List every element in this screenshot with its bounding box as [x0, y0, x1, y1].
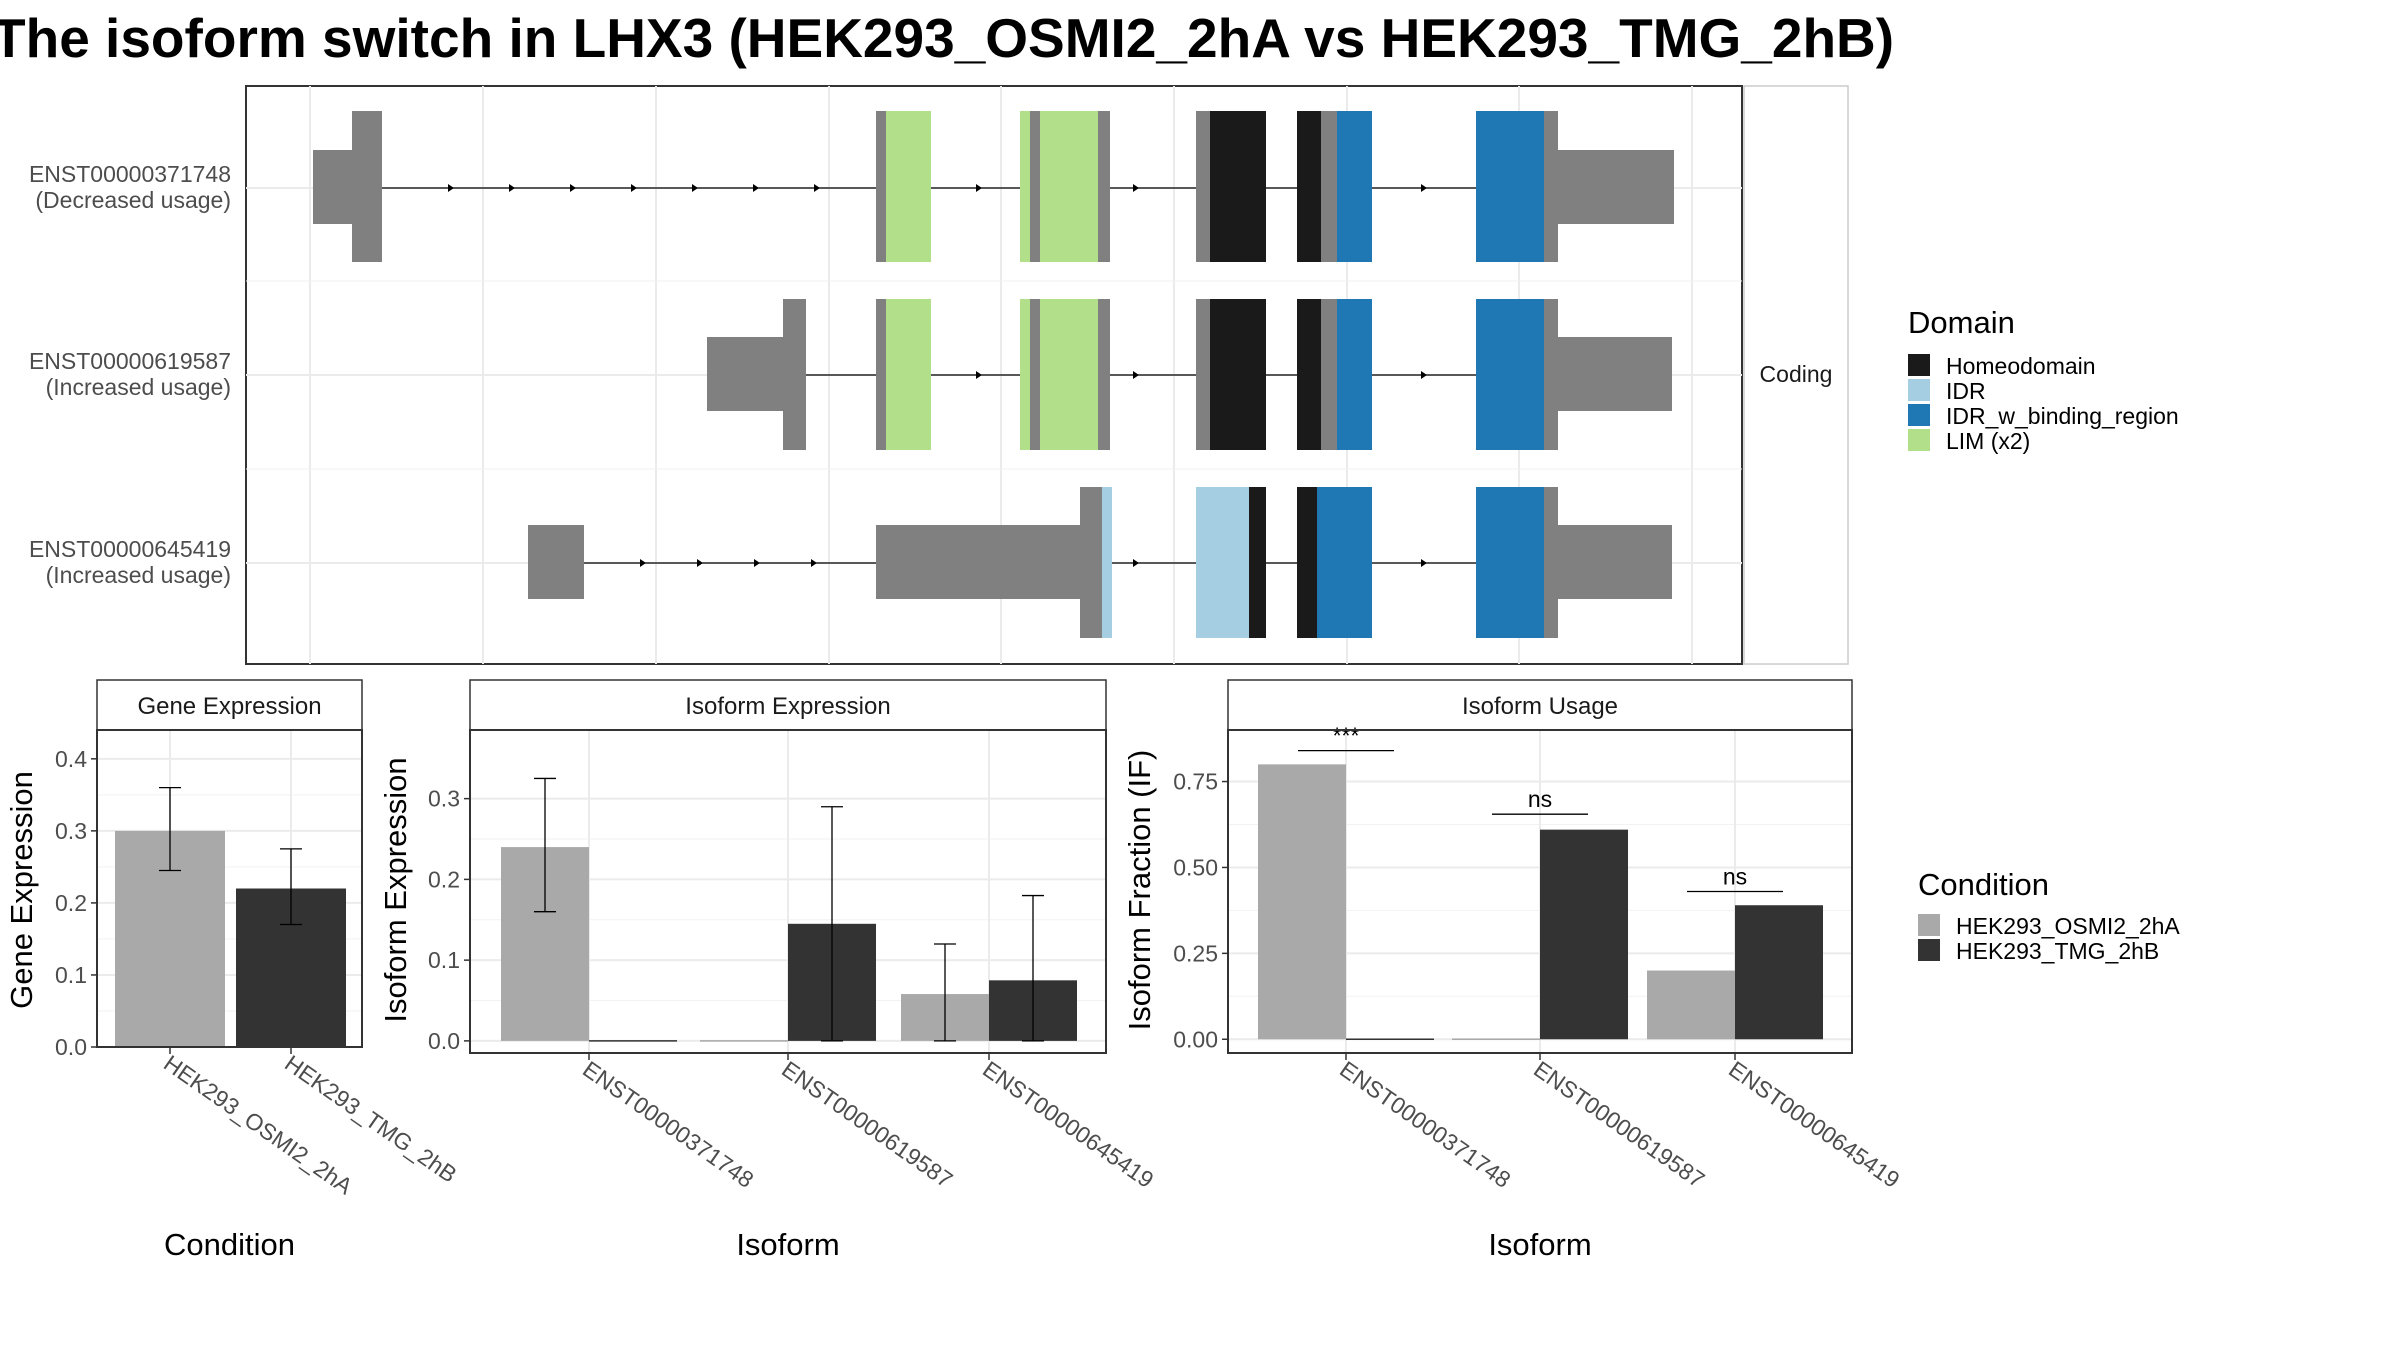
- condition-swatch-1: [1918, 939, 1940, 961]
- gene-expression-plot: 0.00.10.20.30.4HEK293_OSMI2_2hAHEK293_TM…: [55, 730, 462, 1200]
- bar: [1540, 829, 1628, 1040]
- condition-label-1: HEK293_TMG_2hB: [1956, 938, 2159, 964]
- transcript-ENST00000619587: [707, 299, 1672, 450]
- domain-label-2: IDR_w_binding_region: [1946, 403, 2179, 429]
- condition-label-0: HEK293_OSMI2_2hA: [1956, 913, 2180, 939]
- isoform-expression-title: Isoform Expression: [685, 693, 890, 720]
- y-tick-label: 0.75: [1173, 769, 1218, 795]
- y-tick-label: 0.3: [428, 786, 460, 812]
- bar: [1735, 905, 1823, 1040]
- significance-label: ns: [1528, 786, 1552, 812]
- gene-expression-ylabel: Gene Expression: [4, 771, 39, 1009]
- bar: [1258, 764, 1346, 1040]
- facet-label-coding: Coding: [1760, 361, 1833, 387]
- y-tick-label: 0.4: [55, 746, 87, 772]
- error-bar: [159, 786, 181, 872]
- gene-expression-panel: Gene Expression 0.00.10.20.30.4HEK293_OS…: [4, 679, 462, 1262]
- transcript-3-id: ENST00000645419: [29, 536, 231, 562]
- x-tick-label: ENST00000645419: [1724, 1056, 1904, 1193]
- isoform-usage-strip: [1227, 679, 1853, 731]
- error-bar: [534, 777, 556, 913]
- transcript-ENST00000645419: [528, 487, 1672, 638]
- facet-strip: [1743, 85, 1849, 665]
- y-tick-label: 0.1: [428, 947, 460, 973]
- isoform-expression-panel: Isoform Expression 0.0 0.1 0.2 0.3 ENST00000…: [378, 679, 1159, 1262]
- y-tick-label: 0.3: [55, 818, 87, 844]
- isoform-usage-xlabel: Isoform: [1488, 1227, 1591, 1262]
- x-tick-label: ENST00000619587: [777, 1056, 957, 1193]
- isoform-expression-xlabel: Isoform: [736, 1227, 839, 1262]
- x-tick-label: ENST00000371748: [1335, 1056, 1515, 1193]
- condition-legend-title: Condition: [1918, 867, 2049, 902]
- transcript-structure-panel: ENST00000371748 (Decreased usage) ENST00…: [29, 85, 1849, 665]
- isoform-expression-ylabel: Isoform Expression: [378, 757, 413, 1022]
- y-tick-label: 0.2: [55, 890, 87, 916]
- y-tick-label: 0.2: [428, 866, 460, 892]
- y-tick-label: 0.0: [55, 1034, 87, 1060]
- isoform-usage-title: Isoform Usage: [1462, 693, 1618, 720]
- domain-legend-title: Domain: [1908, 305, 2015, 340]
- domain-swatch-1: [1908, 379, 1930, 401]
- isoform-usage-panel: Isoform Usage 0.00 0.25 0.50 0.75 ENST000003…: [1122, 679, 1905, 1262]
- y-tick-label: 0.25: [1173, 940, 1218, 966]
- y-tick-label: 0.00: [1173, 1026, 1218, 1052]
- condition-swatch-0: [1918, 914, 1940, 936]
- domain-label-3: LIM (x2): [1946, 428, 2030, 454]
- bar: [1647, 970, 1735, 1040]
- x-tick-label: ENST00000371748: [578, 1056, 758, 1193]
- isoform-usage-ylabel: Isoform Fraction (IF): [1122, 750, 1157, 1031]
- transcript-1-usage: (Decreased usage): [35, 187, 231, 213]
- y-tick-label: 0.1: [55, 962, 87, 988]
- x-tick-label: ENST00000645419: [978, 1056, 1158, 1193]
- isoform-expression-plot: 0.0 0.1 0.2 0.3 ENST00000371748 ENST000006195…: [428, 730, 1159, 1193]
- significance-label: ns: [1723, 864, 1747, 890]
- significance-label: ***: [1333, 723, 1360, 749]
- error-bar: [280, 848, 302, 926]
- transcript-2-usage: (Increased usage): [46, 374, 231, 400]
- error-bar: [821, 806, 843, 1042]
- figure-title: The isoform switch in LHX3 (HEK293_OSMI2…: [0, 7, 1894, 69]
- transcript-label: ENST00000371748 (Decreased usage) ENST00…: [29, 161, 231, 588]
- transcript-3-usage: (Increased usage): [46, 562, 231, 588]
- transcript-1-id: ENST00000371748: [29, 161, 231, 187]
- domain-label-1: IDR: [1946, 378, 1986, 404]
- domain-legend: Domain HomeodomainIDRIDR_w_binding_regio…: [1908, 305, 2179, 454]
- gene-expression-xlabel: Condition: [164, 1227, 295, 1262]
- domain-swatch-3: [1908, 429, 1930, 451]
- error-bar: [934, 943, 956, 1042]
- domain-label-0: Homeodomain: [1946, 353, 2096, 379]
- y-tick-label: 0.50: [1173, 854, 1218, 880]
- transcript-ENST00000371748: [313, 111, 1674, 262]
- error-bar: [1022, 894, 1044, 1042]
- y-tick-label: 0.0: [428, 1028, 460, 1054]
- transcript-2-id: ENST00000619587: [29, 348, 231, 374]
- domain-swatch-0: [1908, 354, 1930, 376]
- x-tick-label: ENST00000619587: [1529, 1056, 1709, 1193]
- isoform-expression-strip: [469, 679, 1107, 731]
- domain-swatch-2: [1908, 404, 1930, 426]
- gene-expression-title: Gene Expression: [137, 693, 321, 720]
